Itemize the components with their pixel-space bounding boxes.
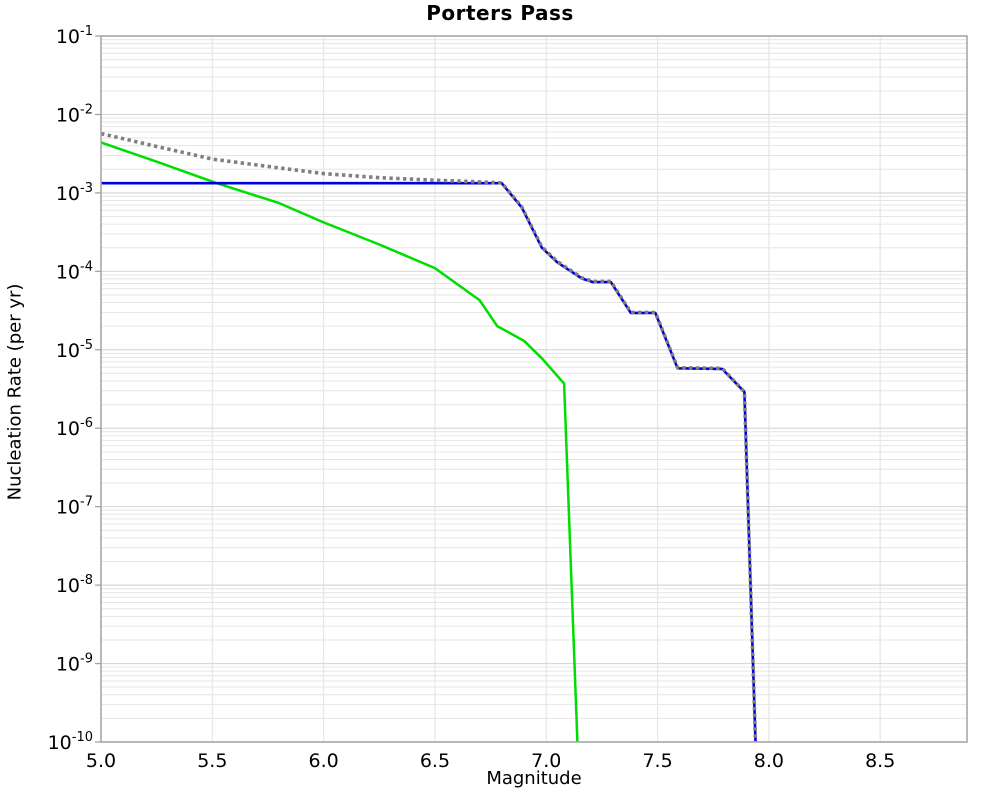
x-tick-label: 6.0: [309, 750, 339, 772]
y-tick-label: 10-3: [56, 181, 93, 205]
x-tick-label: 7.5: [642, 750, 672, 772]
y-tick-label: 10-4: [56, 259, 93, 283]
y-tick-label: 10-1: [56, 24, 93, 48]
y-axis-label: Nucleation Rate (per yr): [4, 283, 26, 501]
y-tick-label: 10-2: [56, 102, 93, 126]
x-tick-label: 6.5: [420, 750, 450, 772]
x-tick-label: 5.5: [197, 750, 227, 772]
y-tick-label: 10-8: [56, 573, 93, 597]
series-gray-dotted-line: [100, 131, 758, 743]
chart-title: Porters Pass: [426, 1, 574, 25]
x-tick-label: 8.5: [865, 750, 895, 772]
x-axis-label: Magnitude: [486, 768, 582, 789]
y-tick-label: 10-10: [48, 730, 93, 754]
series-green-line: [100, 141, 579, 743]
x-tick-label: 7.0: [531, 750, 561, 772]
y-tick-label: 10-9: [56, 652, 93, 676]
y-tick-label: 10-7: [56, 495, 93, 519]
y-tick-label: 10-6: [56, 416, 93, 440]
x-tick-label: 5.0: [86, 750, 116, 772]
x-tick-label: 8.0: [754, 750, 784, 772]
y-tick-label: 10-5: [56, 338, 93, 362]
plot-border: [100, 35, 968, 743]
